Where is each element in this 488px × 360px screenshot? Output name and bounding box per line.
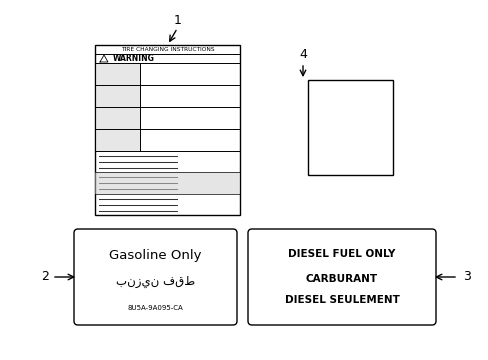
Bar	[95, 63, 139, 85]
Bar	[95, 172, 240, 194]
Bar	[95, 85, 139, 107]
Bar	[95, 130, 139, 150]
Bar	[95, 108, 139, 129]
Text: 4: 4	[299, 49, 306, 62]
Text: Gasoline Only: Gasoline Only	[109, 249, 202, 262]
FancyBboxPatch shape	[247, 229, 435, 325]
Text: DIESEL FUEL ONLY: DIESEL FUEL ONLY	[288, 249, 395, 259]
Text: بنزين فقط: بنزين فقط	[116, 275, 195, 288]
Text: CARBURANT: CARBURANT	[305, 274, 377, 284]
FancyBboxPatch shape	[74, 229, 237, 325]
Bar	[95, 45, 240, 215]
Text: WARNING: WARNING	[113, 54, 155, 63]
Text: TIRE CHANGING INSTRUCTIONS: TIRE CHANGING INSTRUCTIONS	[121, 47, 214, 52]
Text: DIESEL SEULEMENT: DIESEL SEULEMENT	[284, 295, 399, 305]
Text: 3: 3	[462, 270, 470, 284]
Text: 8U5A-9A095-CA: 8U5A-9A095-CA	[127, 305, 183, 311]
Text: 1: 1	[173, 13, 181, 27]
Text: 2: 2	[41, 270, 49, 284]
Bar	[307, 80, 392, 175]
